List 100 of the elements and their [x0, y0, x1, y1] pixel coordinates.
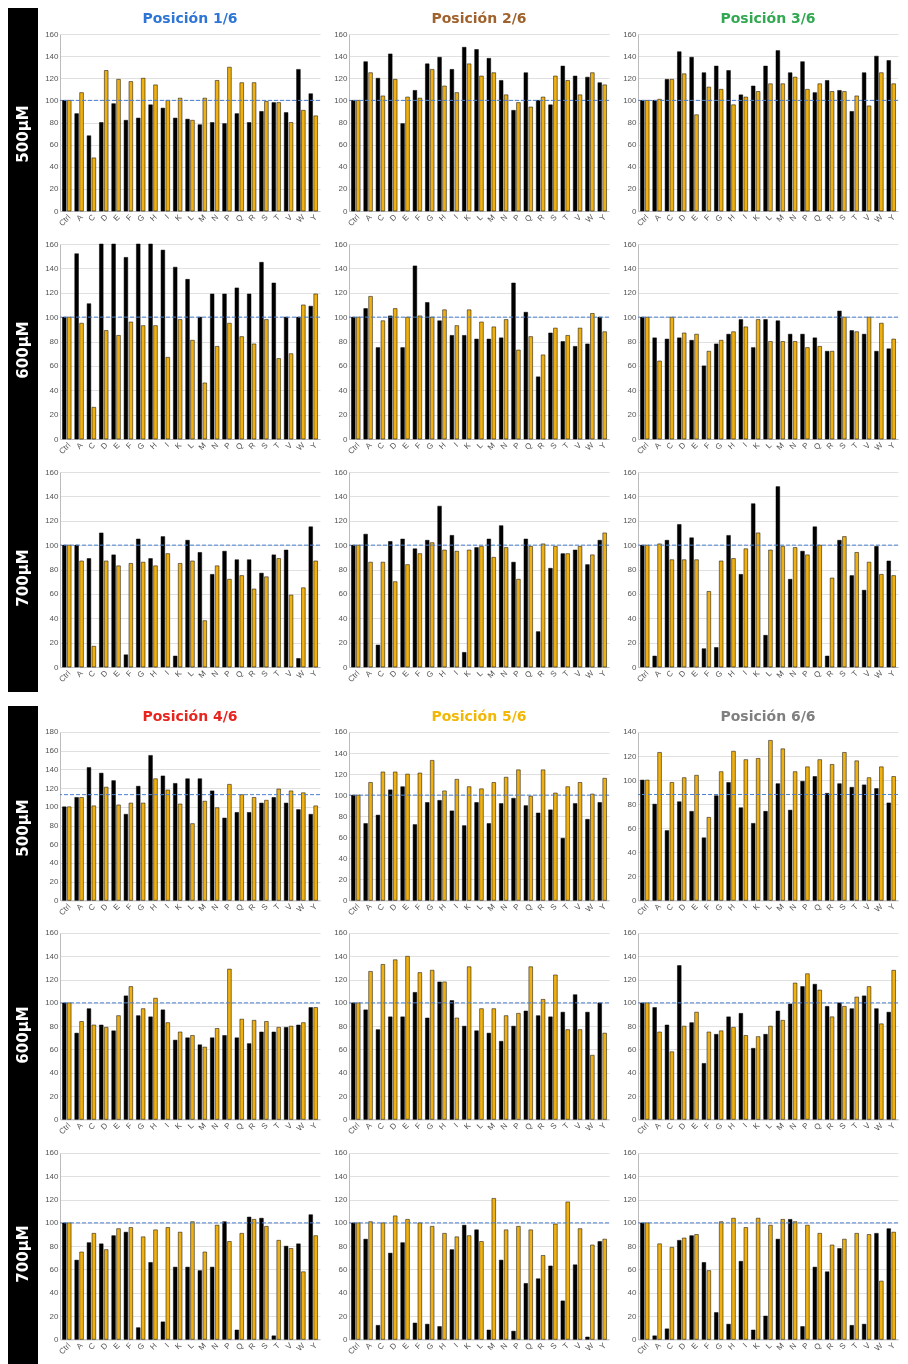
x-tick-label: L	[475, 668, 486, 679]
y-axis-title: 500µM	[14, 799, 32, 857]
x-tick-label: I	[163, 212, 172, 221]
x-tick-label: Ctrl	[346, 1340, 362, 1356]
y-tick-label: 120	[623, 975, 638, 985]
y-tick-label: 140	[45, 1171, 60, 1181]
x-tick-label: N	[787, 668, 799, 680]
x-tick-label: G	[424, 1340, 436, 1352]
x-tick-label: A	[652, 212, 664, 223]
y-tick-label: 160	[45, 928, 60, 938]
x-tick-label: Q	[234, 212, 245, 224]
x-tick-label: D	[98, 668, 110, 680]
x-tick-label: K	[462, 1340, 473, 1351]
y-tick-label: 20	[627, 184, 638, 194]
x-tick-label: E	[689, 1121, 700, 1132]
x-tick-label: D	[676, 668, 688, 680]
x-tick-label: I	[163, 902, 172, 911]
x-tick-label: Y	[886, 212, 898, 223]
x-tick-label: T	[561, 440, 571, 451]
x-tick-label: H	[148, 212, 159, 224]
x-tick-label: K	[751, 901, 762, 913]
x-tick-label: V	[573, 212, 584, 223]
x-tick-label: V	[284, 901, 295, 913]
x-tick-label: C	[375, 668, 387, 680]
x-tick-label: C	[375, 1121, 387, 1132]
y-tick-label: 120	[623, 751, 638, 761]
y-tick-label: 160	[334, 467, 349, 477]
y-tick-label: 20	[338, 1311, 349, 1321]
y-tick-label: 100	[45, 998, 60, 1008]
x-tick-label: R	[246, 440, 258, 452]
x-tick-label: I	[163, 440, 172, 449]
y-tick-label: 140	[45, 51, 60, 61]
x-tick-label: K	[173, 440, 184, 451]
x-tick-label: T	[561, 902, 571, 912]
x-tick-label: W	[872, 668, 885, 681]
x-tick-label: R	[824, 212, 836, 224]
x-tick-label: P	[222, 440, 233, 451]
x-tick-label: N	[209, 1340, 221, 1352]
x-tick-label: T	[561, 1340, 571, 1351]
x-tick-label: L	[764, 668, 775, 679]
x-tick-label: K	[173, 1120, 184, 1132]
x-tick-label: E	[400, 212, 411, 223]
x-tick-label: H	[148, 1121, 159, 1132]
y-tick-label: 120	[45, 516, 60, 526]
x-tick-label: Q	[523, 902, 534, 913]
y-tick-label: 140	[334, 491, 349, 501]
x-tick-label: D	[98, 440, 110, 452]
x-tick-label: E	[111, 440, 122, 451]
x-tick-label: W	[294, 901, 307, 914]
x-tick-label: S	[837, 1121, 848, 1132]
x-tick-label: G	[424, 212, 436, 224]
x-tick-label: S	[259, 212, 270, 223]
y-tick-label: 160	[623, 1148, 638, 1158]
y-tick-label: 60	[338, 361, 349, 371]
x-tick-label: R	[824, 668, 836, 680]
x-tick-label: S	[259, 902, 270, 913]
x-tick-label: C	[86, 440, 98, 452]
y-tick-label: 60	[338, 1264, 349, 1274]
x-tick-label: H	[726, 1340, 737, 1352]
y-tick-label: 160	[334, 727, 349, 737]
x-tick-label: L	[186, 1340, 197, 1351]
x-tick-label: M	[196, 1340, 208, 1352]
y-tick-label: 20	[338, 1091, 349, 1101]
x-tick-label: T	[272, 1340, 282, 1351]
x-tick-label: V	[862, 668, 873, 679]
x-tick-label: D	[98, 1340, 110, 1352]
y-tick-label: 140	[623, 263, 638, 273]
x-tick-label: P	[222, 212, 233, 223]
x-tick-label: P	[222, 1340, 233, 1351]
y-tick-label: 40	[338, 1287, 349, 1297]
y-tick-label: 140	[45, 764, 60, 774]
x-tick-label: D	[676, 1121, 688, 1132]
x-tick-label: H	[726, 212, 737, 224]
x-tick-label: Y	[886, 1340, 898, 1351]
x-tick-label: M	[196, 902, 208, 914]
x-tick-label: W	[583, 1121, 596, 1134]
x-tick-label: C	[664, 1340, 676, 1352]
x-tick-label: P	[511, 212, 522, 223]
y-tick-label: 80	[338, 118, 349, 127]
y-tick-label: 60	[338, 832, 349, 842]
x-tick-label: C	[375, 212, 387, 224]
y-tick-label: 20	[338, 874, 349, 884]
x-tick-label: N	[787, 212, 799, 224]
x-tick-label: F	[413, 1121, 424, 1132]
y-tick-label: 120	[334, 288, 349, 298]
x-tick-label: T	[850, 1121, 860, 1132]
y-tick-label: 0	[632, 895, 638, 905]
chart-title: Posición 4/6	[142, 708, 238, 724]
x-tick-label: V	[862, 901, 873, 913]
y-tick-label: 60	[627, 823, 638, 833]
x-tick-label: Q	[812, 902, 823, 913]
x-tick-label: A	[363, 1120, 375, 1132]
x-tick-label: L	[764, 212, 775, 223]
x-tick-label: H	[726, 901, 737, 913]
y-tick-label: 160	[45, 239, 60, 249]
x-tick-label: V	[862, 212, 873, 223]
x-tick-label: S	[548, 440, 559, 451]
x-tick-label: W	[872, 212, 885, 225]
x-tick-label: M	[774, 440, 787, 452]
y-tick-label: 40	[49, 385, 60, 395]
